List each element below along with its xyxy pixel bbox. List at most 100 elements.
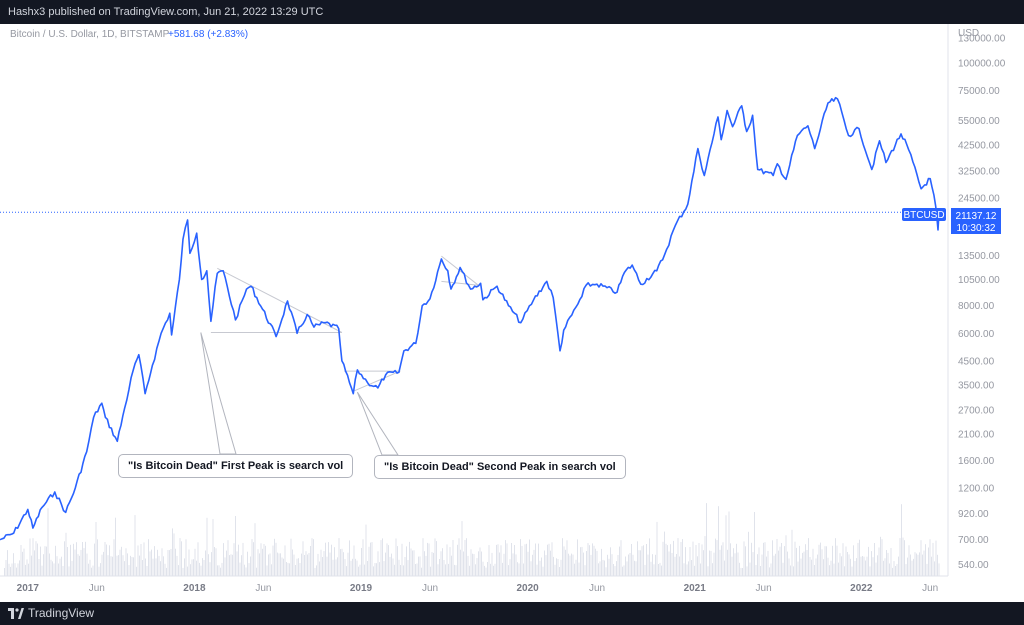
price-tick-label: 10500.00 [958,275,1000,286]
volume-bar [626,561,628,576]
volume-bar [143,542,145,576]
volume-bar [547,544,548,576]
volume-bar [814,565,815,576]
volume-bar [913,558,914,576]
volume-bar [655,554,656,576]
volume-bar [545,555,547,576]
volume-bar [169,550,170,576]
volume-bar [935,540,937,576]
volume-bar [373,566,374,576]
volume-bar [538,543,539,576]
volume-bar [929,539,931,576]
tradingview-logo-icon [8,608,24,619]
volume-bar [338,538,340,576]
volume-bar [254,523,256,576]
price-tick-label: 100000.00 [958,59,1006,70]
annotation-second-peak[interactable]: "Is Bitcoin Dead" Second Peak in search … [374,455,626,479]
volume-bar [616,561,617,576]
volume-bar [496,544,497,576]
volume-bar [230,554,232,576]
volume-bar [403,565,404,576]
volume-bar [407,560,409,576]
volume-bar [163,556,164,576]
volume-bar [647,554,649,576]
volume-bar [491,552,493,576]
volume-bar [110,556,112,576]
volume-bar [202,558,203,576]
volume-bar [431,552,433,576]
volume-bar [203,560,205,576]
volume-bar [853,545,854,576]
volume-bar [904,540,905,576]
volume-bar [907,557,908,576]
volume-bar [892,567,893,576]
price-axis-ticks[interactable]: 130000.00 100000.00 75000.00 55000.00 42500.… [958,33,1006,571]
volume-bar [452,540,454,576]
volume-bar [416,563,418,576]
volume-bar [161,548,163,576]
volume-bar [422,538,424,576]
volume-bar [298,558,299,576]
annotation-first-peak[interactable]: "Is Bitcoin Dead" First Peak is search v… [118,454,354,478]
volume-bar [868,546,869,576]
volume-bar [802,552,803,576]
volume-bar [869,566,871,576]
volume-bar [721,545,722,576]
volume-bar [59,558,61,576]
volume-bar [188,549,190,576]
volume-bar [272,545,274,576]
volume-bar [308,553,310,576]
time-tick-label: 2022 [850,583,873,594]
trendline[interactable] [354,370,401,392]
volume-bar [355,558,356,576]
volume-bar [751,542,752,576]
trendline-drawings[interactable] [210,255,479,392]
price-tick-label: 1600.00 [958,456,995,467]
volume-bar [584,565,586,576]
volume-bar [475,564,476,576]
trendline[interactable] [441,280,479,286]
volume-bar [85,541,86,576]
volume-bar [184,558,185,576]
volume-bar [253,542,254,576]
publish-text: Hashx3 published on TradingView.com, Jun… [8,6,324,18]
volume-bar [175,548,176,576]
volume-bar [652,554,653,576]
volume-bar [530,561,532,576]
volume-bar [604,560,605,576]
volume-bar [679,556,680,576]
volume-bar [898,556,899,576]
price-tick-label: 2100.00 [958,430,995,441]
volume-bar [791,529,793,576]
volume-bar [154,546,155,576]
volume-bar [145,558,146,576]
volume-bar [370,542,371,576]
volume-bar [476,558,478,576]
chart-panel[interactable]: Bitcoin / U.S. Dollar, 1D, BITSTAMP +581… [0,24,1024,602]
volume-bar [265,545,266,576]
volume-bar [257,549,259,576]
volume-bar [703,550,704,576]
volume-bar [899,538,901,576]
volume-bar [47,508,49,576]
volume-bar [569,555,571,576]
volume-bar [293,554,295,576]
volume-bar [857,542,859,576]
price-chart[interactable]: Bitcoin / U.S. Dollar, 1D, BITSTAMP +581… [0,24,1024,602]
volume-bar [568,553,569,576]
volume-bar [859,539,860,576]
volume-bar [460,549,461,576]
volume-bar [554,564,556,576]
volume-bar [785,535,787,576]
volume-bar [301,553,302,576]
volume-bar [436,541,437,576]
volume-bar [512,553,514,576]
volume-bar [755,565,757,576]
volume-bar [283,558,284,576]
time-axis-ticks[interactable]: 2017 Jun 2018 Jun 2019 Jun 2020 Jun 2021 Jun 2022 J… [17,583,939,594]
time-tick-label: 2020 [516,583,539,594]
volume-bar [533,549,535,576]
volume-bar [863,556,865,576]
volume-bar [752,552,754,576]
volume-bar [269,553,271,576]
